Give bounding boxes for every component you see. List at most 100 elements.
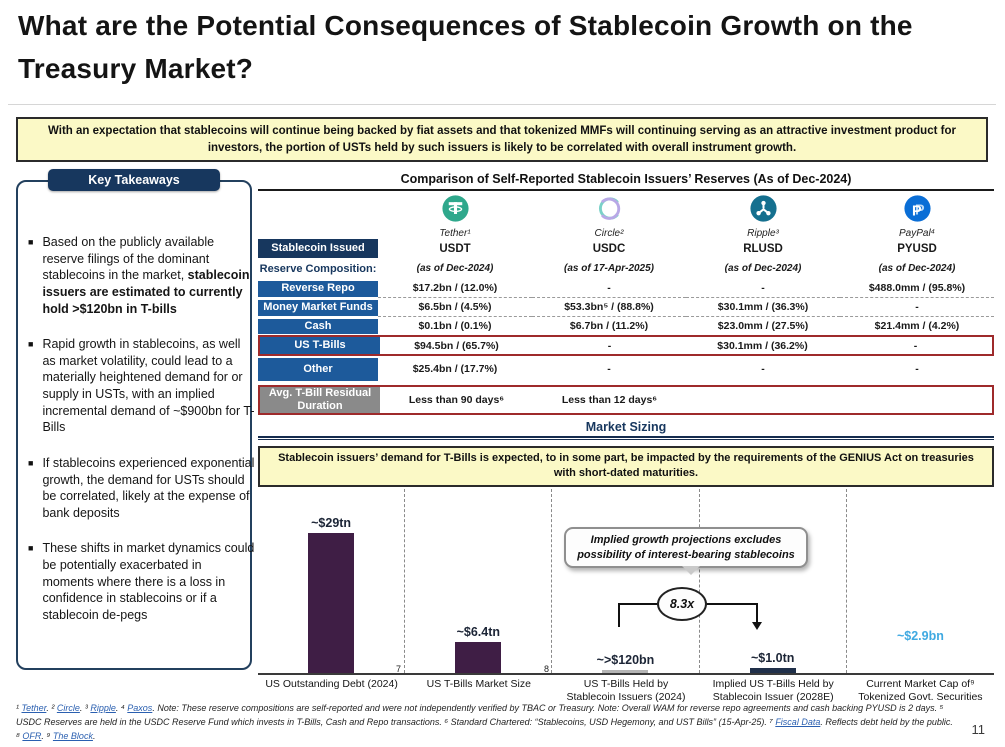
connector-right-line bbox=[756, 602, 758, 623]
table-cell: $6.5bn / (4.5%) bbox=[378, 298, 532, 317]
category-label: US T-Bills Held by Stablecoin Issuers (2… bbox=[566, 677, 686, 704]
key-takeaways-list: ■ Based on the publicly available reserv… bbox=[28, 234, 256, 643]
callout-tail-icon bbox=[682, 566, 700, 576]
table-cell: (as of Dec-2024) bbox=[416, 263, 494, 274]
square-bullet-icon: ■ bbox=[28, 457, 34, 468]
category-label: Implied US T-Bills Held by Stablecoin Is… bbox=[712, 677, 834, 704]
bar-value-label: ~$29tn bbox=[311, 515, 352, 530]
footnote-link-tether[interactable]: Tether bbox=[21, 703, 47, 713]
svg-text:P: P bbox=[914, 202, 924, 218]
market-sizing-divider bbox=[258, 436, 994, 440]
footnote-text: . bbox=[92, 730, 96, 741]
footnote-link-paxos[interactable]: Paxos bbox=[127, 703, 153, 713]
table-cell: - bbox=[840, 298, 994, 317]
market-sizing-chart: ~$29tn ~$6.4tn ~>$120bn ~$1.0tn ~$2.9bn … bbox=[258, 488, 994, 675]
issuer-label: Tether¹ bbox=[439, 227, 471, 239]
table-cell bbox=[839, 387, 992, 413]
footnote-text: . ³ bbox=[79, 703, 91, 713]
footnote-text: ¹ bbox=[16, 703, 22, 713]
row-header: Stablecoin Issued bbox=[258, 239, 378, 258]
table-cell: $30.1mm / (36.2%) bbox=[717, 339, 808, 352]
bar-tbills-held-by-stablecoin-issuers bbox=[602, 669, 649, 673]
row-header: Reverse Repo bbox=[258, 280, 378, 297]
reserves-comparison-panel: Comparison of Self-Reported Stablecoin I… bbox=[258, 172, 994, 705]
table-cell: $94.5bn / (65.7%) bbox=[414, 339, 499, 352]
takeaway-text-normal: Based on the publicly available reserve … bbox=[42, 235, 215, 283]
takeaway-item: ■ If stablecoins experienced exponential… bbox=[28, 455, 256, 522]
multiplier-badge: 8.3x bbox=[657, 586, 707, 621]
footnote-link-ripple[interactable]: Ripple bbox=[90, 703, 116, 713]
callout-text: Implied growth projections excludes poss… bbox=[577, 533, 795, 561]
category-label: Current Market Cap of⁹ Tokenized Govt. S… bbox=[858, 677, 983, 704]
square-bullet-icon: ■ bbox=[28, 237, 34, 247]
footnote-text: . Note: These reserve compositions are s… bbox=[16, 703, 944, 727]
footnote-link-ofr[interactable]: OFR bbox=[22, 730, 42, 741]
row-header: Other bbox=[258, 357, 378, 381]
takeaway-item: ■ Rapid growth in stablecoins, as well a… bbox=[28, 336, 256, 436]
footnotes: ¹ Tether. ² Circle. ³ Ripple. ⁴ Paxos. N… bbox=[16, 702, 954, 744]
table-cell: - bbox=[915, 363, 919, 375]
footnote-marker-8: 8 bbox=[544, 663, 550, 674]
table-cell: $0.1bn / (0.1%) bbox=[418, 320, 492, 332]
table-cell bbox=[686, 387, 839, 413]
table-cell: - bbox=[686, 279, 840, 298]
table-cell: Less than 90 days⁶ bbox=[408, 394, 505, 406]
key-takeaways-header: Key Takeaways bbox=[48, 169, 220, 191]
genius-act-banner: Stablecoin issuers’ demand for T-Bills i… bbox=[258, 446, 994, 487]
takeaway-text-normal: Rapid growth in stablecoins, as well as … bbox=[42, 337, 255, 435]
row-header: Cash bbox=[258, 318, 378, 334]
table-cell: $30.1mm / (36.3%) bbox=[686, 298, 840, 317]
takeaway-text-normal: These shifts in market dynamics could be… bbox=[42, 541, 255, 622]
takeaway-text: If stablecoins experienced exponential g… bbox=[42, 455, 256, 522]
table-cell: - bbox=[532, 279, 686, 298]
square-bullet-icon: ■ bbox=[28, 543, 34, 554]
table-cell: - bbox=[607, 363, 611, 375]
table-cell: (as of 17-Apr-2025) bbox=[563, 263, 655, 274]
issuer-circle: Circle² bbox=[532, 191, 686, 239]
table-row-money-market-funds: Money Market Funds $6.5bn / (4.5%) $53.3… bbox=[258, 298, 994, 317]
table-cell: $6.7bn / (11.2%) bbox=[569, 320, 649, 332]
footnote-link-fiscal-data[interactable]: Fiscal Data bbox=[775, 716, 821, 727]
chart-column-tbills-held-2024: ~>$120bn bbox=[552, 488, 700, 673]
table-cell: $53.3bn⁵ / (88.8%) bbox=[532, 298, 686, 317]
connector-left-tick bbox=[618, 602, 620, 627]
issuer-tether: Tether¹ bbox=[378, 191, 532, 239]
table-cell: $17.2bn / (12.0%) bbox=[378, 279, 532, 298]
footnote-link-circle[interactable]: Circle bbox=[56, 703, 80, 713]
tether-logo-icon bbox=[441, 194, 469, 227]
bar-value-label: ~$2.9bn bbox=[896, 628, 944, 643]
takeaway-text-normal: If stablecoins experienced exponential g… bbox=[42, 455, 255, 520]
table-cell: RLUSD bbox=[743, 242, 783, 255]
table-row-cash: Cash $0.1bn / (0.1%) $6.7bn / (11.2%) $2… bbox=[258, 317, 994, 335]
bar-value-label: ~$1.0tn bbox=[750, 650, 795, 665]
table-cell: PYUSD bbox=[897, 242, 937, 255]
footnote-text: . Reflects debt held by the public. ⁸ bbox=[16, 716, 953, 741]
takeaway-text: Rapid growth in stablecoins, as well as … bbox=[42, 336, 256, 436]
chart-column-tbills-held-2028: ~$1.0tn bbox=[700, 488, 847, 673]
category-label: US Outstanding Debt (2024) bbox=[265, 677, 398, 690]
takeaway-text: These shifts in market dynamics could be… bbox=[42, 540, 256, 623]
bar-implied-tbills-held-2028 bbox=[749, 667, 796, 673]
footnote-text: . ⁴ bbox=[115, 703, 128, 713]
table-cell: $488.0mm / (95.8%) bbox=[840, 279, 994, 298]
row-header: Money Market Funds bbox=[258, 299, 378, 316]
footnote-link-the-block[interactable]: The Block bbox=[52, 730, 93, 741]
market-sizing-header: Market Sizing bbox=[585, 420, 667, 434]
issuer-label: Ripple³ bbox=[747, 227, 779, 239]
chart-category-labels: US Outstanding Debt (2024) US T-Bills Ma… bbox=[258, 675, 994, 705]
footnote-text: . ⁹ bbox=[41, 730, 53, 741]
row-header: Reserve Composition: bbox=[259, 262, 377, 275]
takeaway-text-bold: stablecoin issuers are estimated to curr… bbox=[42, 268, 250, 316]
issuer-label: Circle² bbox=[594, 227, 624, 239]
growth-projection-callout: Implied growth projections excludes poss… bbox=[564, 526, 808, 576]
page-number: 11 bbox=[971, 722, 986, 737]
row-header: Avg. T-Bill Residual Duration bbox=[260, 387, 380, 413]
footnote-marker-7: 7 bbox=[396, 663, 402, 674]
reserves-table-title: Comparison of Self-Reported Stablecoin I… bbox=[258, 172, 994, 191]
table-row-avg-tbill-duration-highlighted: Avg. T-Bill Residual Duration Less than … bbox=[258, 385, 994, 415]
table-cell: Less than 12 days⁶ bbox=[561, 394, 658, 406]
table-cell: - bbox=[607, 339, 612, 352]
